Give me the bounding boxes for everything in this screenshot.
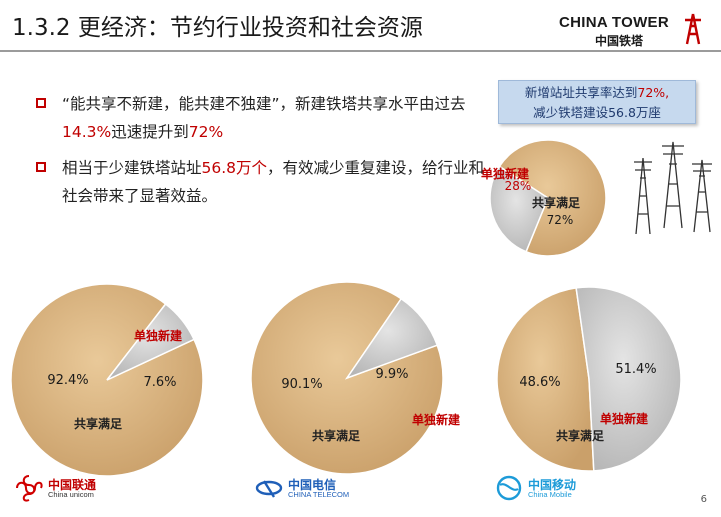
pie-value-label: 9.9%: [375, 367, 408, 382]
pie-slice: [575, 286, 682, 472]
mobile-globe-icon: [496, 475, 522, 501]
mobile-logo: 中国移动 China Mobile: [494, 473, 604, 503]
pie-value-label: 90.1%: [281, 377, 322, 392]
brand-name-en: CHINA TOWER: [559, 14, 669, 31]
unicom-name-en: China unicom: [48, 490, 94, 499]
bullet-text: “能共享不新建，能共建不独建”，新建铁塔共享水平由过去: [62, 95, 466, 113]
pie-value-label: 92.4%: [47, 373, 88, 388]
callout-text: 减少铁塔建设56.8万座: [533, 105, 661, 120]
bullet-list: “能共享不新建，能共建不独建”，新建铁塔共享水平由过去 14.3%迅速提升到72%…: [36, 90, 486, 218]
china-tower-mark-icon: [685, 13, 701, 45]
title-bar: 1.3.2 更经济：节约行业投资和社会资源 CHINA TOWER 中国铁塔: [0, 0, 721, 50]
pie-category-label: 单独新建: [412, 412, 461, 427]
bullet-text: ，有效减少重复建设，给行业和社会带来了显著效益。: [62, 159, 485, 205]
pie-value-label: 48.6%: [519, 375, 560, 390]
unicom-name-cn: 中国联通: [48, 478, 97, 492]
pie-slice: [489, 165, 549, 253]
bullet-item: 相当于少建铁塔站址56.8万个，有效减少重复建设，给行业和社会带来了显著效益。: [36, 154, 486, 210]
signal-towers-icon: [634, 141, 712, 235]
pie-value-label: 51.4%: [615, 362, 656, 377]
pie-chart-mobile: 48.6% 共享满足 51.4% 单独新建: [496, 286, 682, 472]
title-divider: [0, 50, 721, 52]
callout-box: 新增站址共享率达到72%, 减少铁塔建设56.8万座: [498, 80, 696, 124]
brand-logo: CHINA TOWER 中国铁塔: [559, 12, 709, 48]
pie-category-label: 共享满足: [312, 428, 360, 443]
bullet-square-icon: [36, 98, 46, 108]
bullet-text: 迅速提升到: [111, 123, 189, 141]
pie-chart-unicom: 92.4% 共享满足 7.6% 单独新建: [10, 283, 204, 477]
pie-category-label: 共享满足: [532, 195, 580, 210]
mobile-name-cn: 中国移动: [528, 478, 577, 492]
telecom-swoosh-icon: [255, 480, 283, 498]
bullet-item: “能共享不新建，能共建不独建”，新建铁塔共享水平由过去 14.3%迅速提升到72%: [36, 90, 486, 146]
page-number: 6: [700, 494, 707, 505]
pie-category-label: 单独新建: [481, 166, 530, 181]
pie-value-label: 72%: [547, 213, 574, 227]
callout-text: 新增站址共享率达到: [524, 85, 638, 100]
brand-name-cn: 中国铁塔: [595, 34, 644, 48]
pie-slice: [250, 281, 444, 475]
bullet-highlight: 14.3%: [62, 123, 112, 141]
mobile-name-en: China Mobile: [528, 490, 572, 499]
pie-slice: [345, 297, 439, 380]
pie-category-label: 共享满足: [556, 428, 604, 443]
pie-slice: [498, 139, 607, 257]
pie-category-label: 共享满足: [74, 416, 122, 431]
page-title: 1.3.2 更经济：节约行业投资和社会资源: [12, 15, 423, 41]
unicom-logo: 中国联通 China unicom: [14, 473, 124, 503]
bullet-text: 相当于少建铁塔站址: [62, 159, 202, 177]
pie-value-label: 28%: [505, 179, 532, 193]
telecom-name-en: CHINA TELECOM: [288, 490, 350, 499]
callout-highlight: 72%,: [637, 85, 670, 100]
pie-chart-telecom: 90.1% 共享满足 9.9% 单独新建: [250, 281, 461, 475]
pie-slice: [106, 302, 196, 381]
pie-slice: [10, 283, 204, 477]
pie-category-label: 单独新建: [134, 328, 183, 343]
bullet-highlight: 72%: [188, 123, 224, 141]
bullet-highlight: 56.8万个: [201, 159, 268, 177]
telecom-name-cn: 中国电信: [288, 478, 337, 492]
pie-category-label: 单独新建: [600, 411, 649, 426]
bullet-square-icon: [36, 162, 46, 172]
telecom-logo: 中国电信 CHINA TELECOM: [254, 473, 364, 503]
pie-slice: [496, 287, 595, 472]
unicom-knot-icon: [16, 475, 43, 502]
pie-value-label: 7.6%: [143, 375, 176, 390]
